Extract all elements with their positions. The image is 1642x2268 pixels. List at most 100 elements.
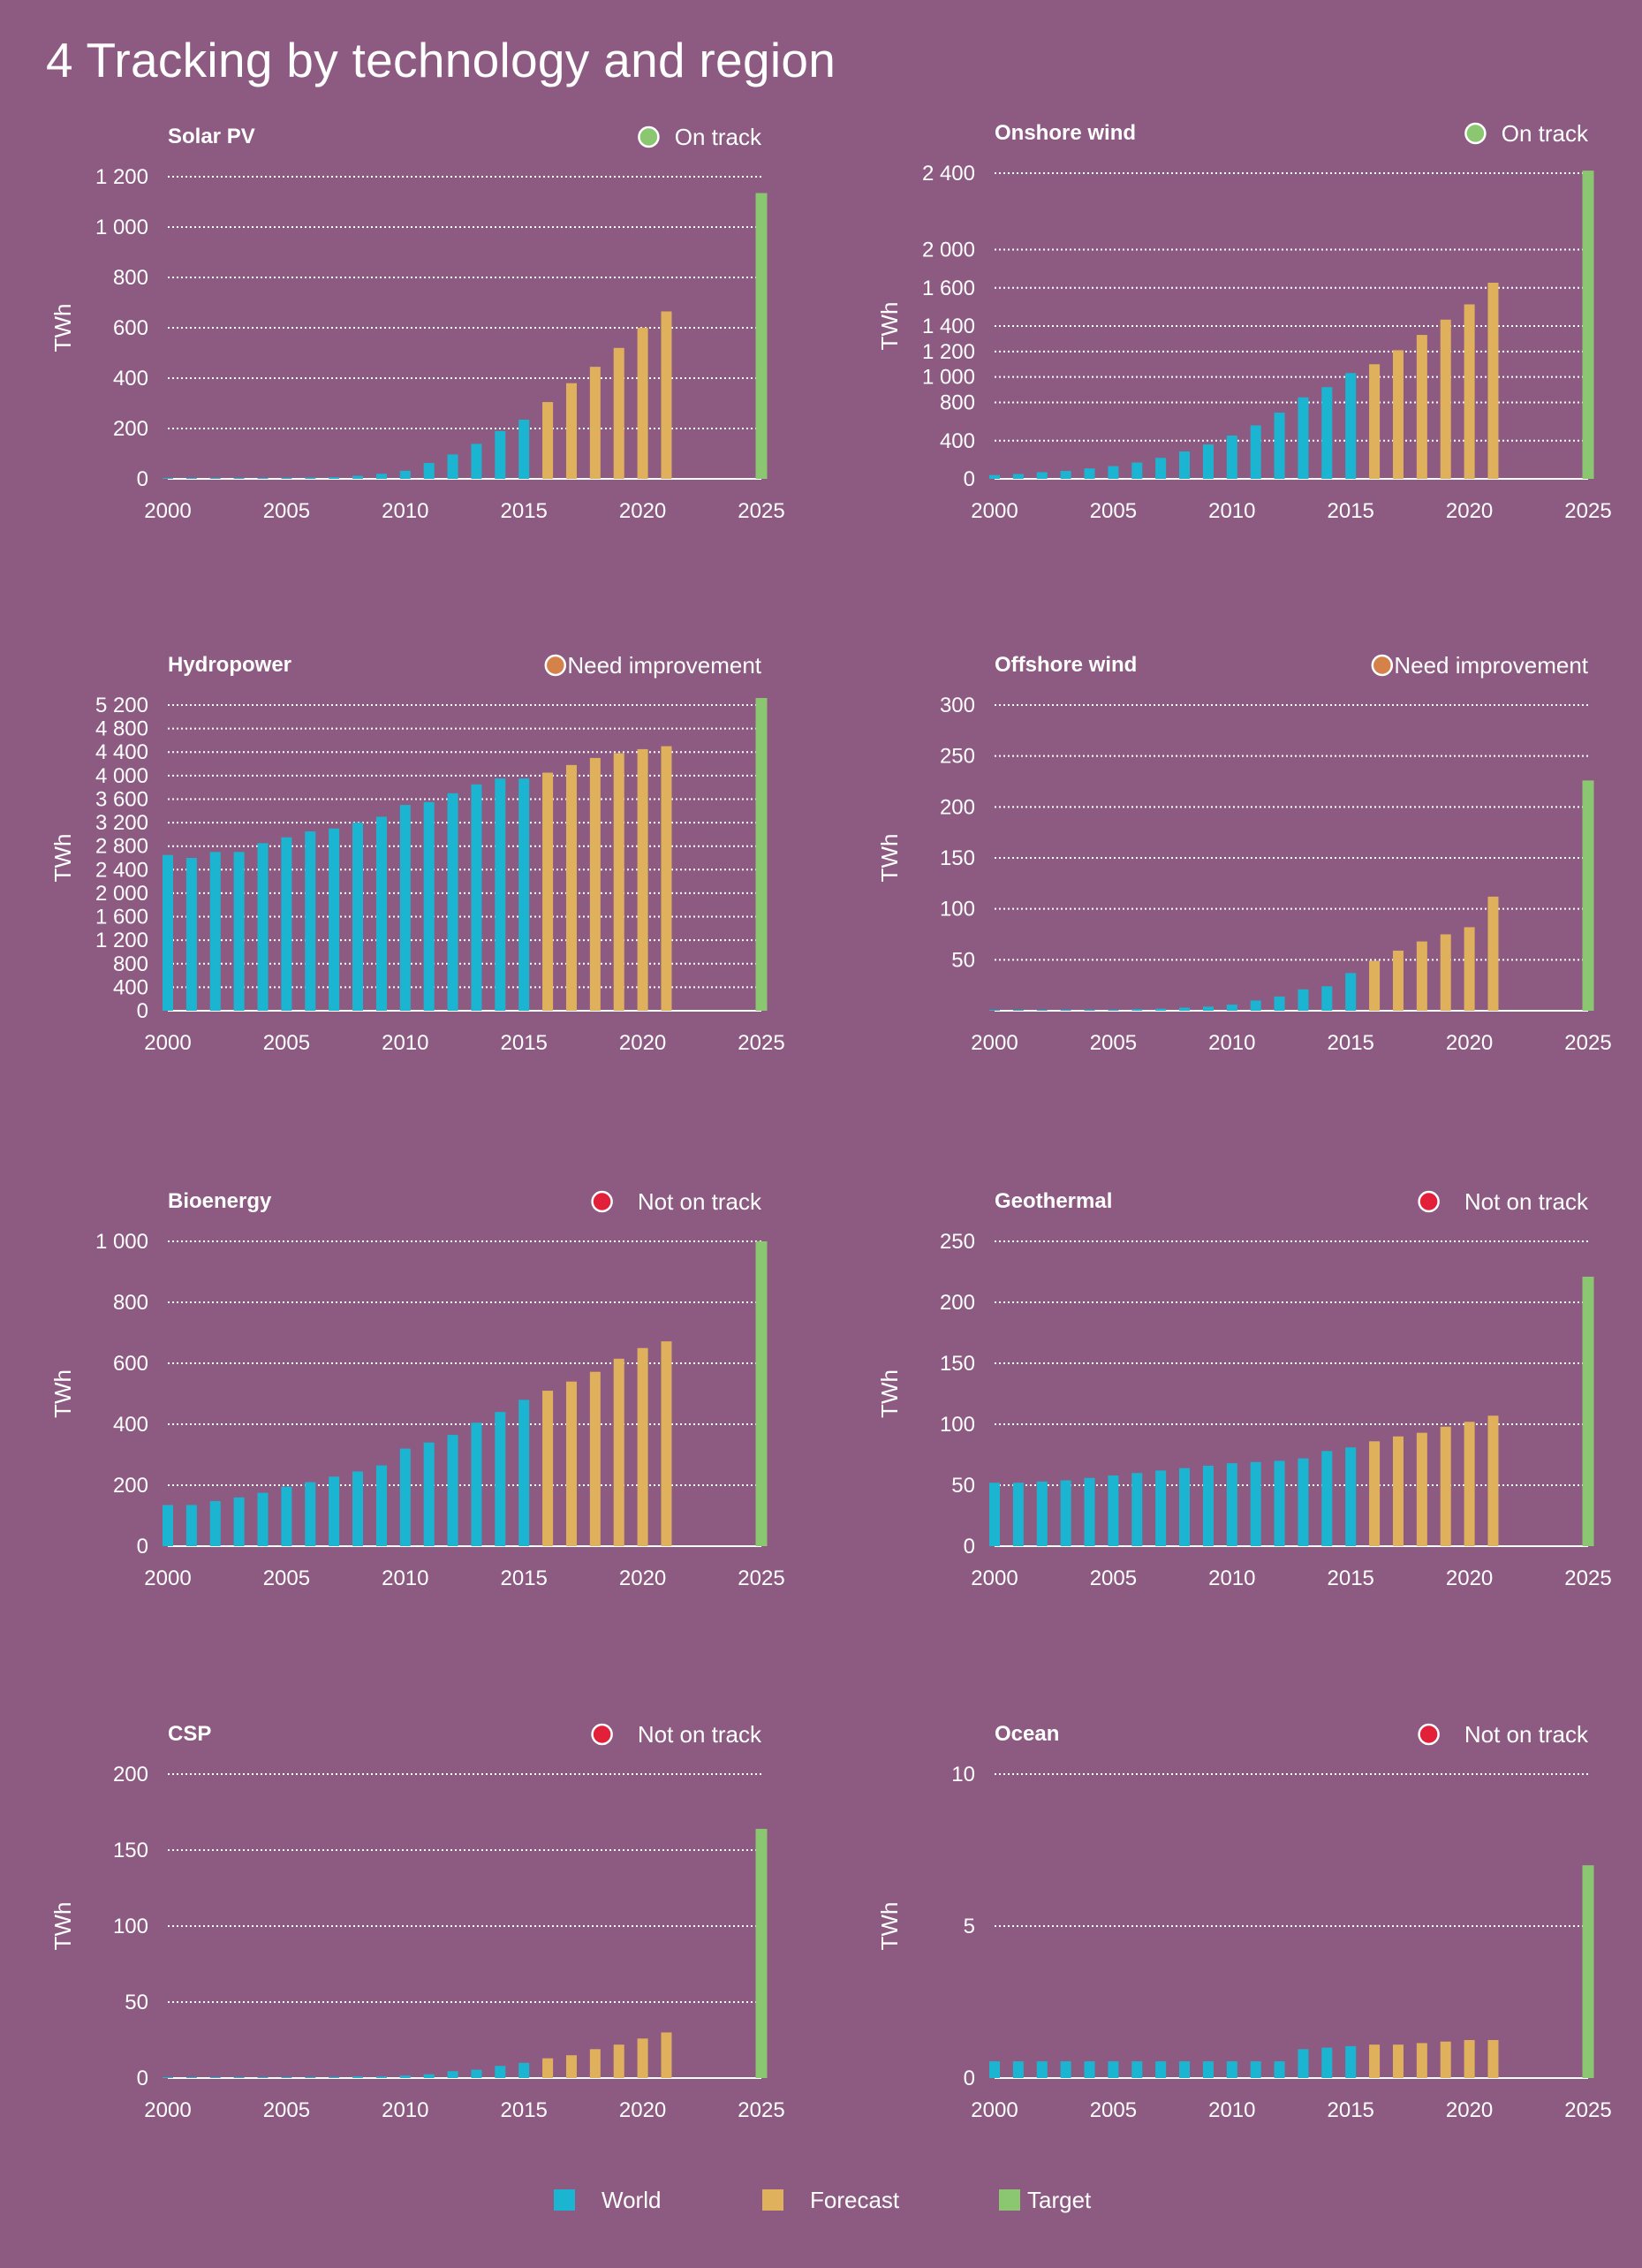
bar-forecast <box>613 2044 624 2078</box>
bar-forecast <box>1392 1436 1404 1546</box>
bar-forecast <box>589 367 601 479</box>
y-tick-label: 0 <box>964 2067 975 2090</box>
x-tick-label: 2000 <box>971 1031 1018 1055</box>
bar-forecast <box>1416 1432 1427 1546</box>
bar-forecast <box>637 1347 648 1546</box>
legend-swatch-target <box>999 2189 1020 2211</box>
bar-world <box>305 477 316 479</box>
x-tick-label: 2025 <box>738 1566 784 1590</box>
y-tick-label: 4 800 <box>95 717 148 741</box>
y-tick-label: 200 <box>940 795 975 819</box>
bar-world <box>1321 986 1333 1011</box>
bar-world <box>447 1435 458 1546</box>
bar-world <box>1084 1009 1095 1011</box>
bar-world <box>1274 2061 1285 2078</box>
bar-world <box>352 2076 364 2078</box>
bar-world <box>163 854 173 1011</box>
x-tick-label: 2010 <box>382 499 428 523</box>
bar-world <box>1036 472 1048 479</box>
y-tick-label: 250 <box>940 745 975 769</box>
bar-forecast <box>1464 927 1475 1011</box>
bar-target <box>1582 1865 1594 2078</box>
bar-forecast <box>1440 934 1451 1011</box>
legend: World Forecast Target <box>0 2182 1642 2226</box>
bar-world <box>1060 2061 1071 2078</box>
bar-world <box>1060 471 1071 479</box>
bar-world <box>1321 2047 1333 2078</box>
bar-world <box>1202 444 1214 479</box>
bar-world <box>1250 1000 1261 1011</box>
bar-world <box>329 828 340 1011</box>
status-indicator-icon <box>638 125 660 148</box>
bar-world <box>1036 2061 1048 2078</box>
y-tick-label: 150 <box>940 1352 975 1376</box>
bar-forecast <box>1416 941 1427 1011</box>
y-tick-label: 400 <box>940 429 975 453</box>
bar-world <box>233 852 245 1011</box>
bar-forecast <box>565 2055 577 2078</box>
bar-world <box>281 2076 292 2078</box>
x-tick-label: 2005 <box>263 2098 310 2122</box>
x-tick-label: 2010 <box>1208 1031 1255 1055</box>
bar-world <box>1250 1461 1261 1546</box>
x-tick-label: 2015 <box>501 499 548 523</box>
status-indicator-icon <box>1464 122 1487 145</box>
bar-forecast <box>1369 364 1381 479</box>
x-tick-label: 2025 <box>1564 1566 1611 1590</box>
chart-title: Hydropower <box>168 653 291 677</box>
bar-world <box>233 478 245 479</box>
bar-world <box>1202 2061 1214 2078</box>
x-tick-label: 2015 <box>1328 1566 1374 1590</box>
bar-world <box>423 2074 435 2078</box>
status-label: Need improvement <box>567 652 761 679</box>
bar-world <box>1155 2061 1167 2078</box>
bar-target <box>755 698 768 1011</box>
bar-world <box>305 1482 316 1546</box>
chart-title: CSP <box>168 1722 211 1746</box>
bar-world <box>1179 451 1191 479</box>
chart-geothermal: Geothermal Not on track 0 50 100 150 200 250 TWh… <box>876 1188 1612 1590</box>
y-tick-label: 5 200 <box>95 694 148 717</box>
x-tick-label: 2000 <box>144 499 191 523</box>
y-tick-label: 2 400 <box>922 162 975 186</box>
bar-world <box>352 475 364 479</box>
bar-world <box>1226 1005 1237 1011</box>
status-label: Not on track <box>1464 1188 1589 1215</box>
bar-world <box>375 816 387 1011</box>
legend-item-world: World <box>554 2182 661 2218</box>
x-tick-label: 2025 <box>1564 499 1611 523</box>
x-tick-label: 2020 <box>1446 1031 1493 1055</box>
bar-world <box>1012 1010 1024 1011</box>
bar-world <box>1155 1008 1167 1011</box>
x-tick-label: 2015 <box>1328 499 1374 523</box>
y-tick-label: 400 <box>113 367 148 391</box>
bar-forecast <box>1440 2041 1451 2078</box>
bar-target <box>1582 780 1594 1011</box>
x-tick-label: 2020 <box>619 499 666 523</box>
bar-world <box>423 801 435 1011</box>
chart-bioenergy: Bioenergy Not on track 0 200 400 600 800 1 000 T… <box>49 1188 785 1590</box>
bar-world <box>1131 462 1143 479</box>
bar-world <box>1345 1447 1357 1546</box>
bar-world <box>1298 989 1309 1011</box>
x-tick-label: 2025 <box>738 2098 784 2122</box>
bar-world <box>1274 1460 1285 1546</box>
bar-world <box>375 1465 387 1546</box>
bar-world <box>352 823 364 1011</box>
page-title: 4 Tracking by technology and region <box>46 33 836 87</box>
bar-world <box>1274 996 1285 1011</box>
bar-world <box>209 478 221 479</box>
bar-forecast <box>1440 1426 1451 1546</box>
bar-world <box>447 793 458 1011</box>
bar-target <box>1582 1277 1594 1546</box>
bar-world <box>1226 2061 1237 2078</box>
status-label: Not on track <box>1464 1721 1589 1748</box>
x-tick-label: 2000 <box>971 499 1018 523</box>
bar-world <box>471 444 482 479</box>
bar-world <box>329 477 340 479</box>
bar-world <box>423 1442 435 1546</box>
x-tick-label: 2010 <box>382 1031 428 1055</box>
status-label: Not on track <box>638 1188 762 1215</box>
y-axis-label: TWh <box>876 834 903 883</box>
